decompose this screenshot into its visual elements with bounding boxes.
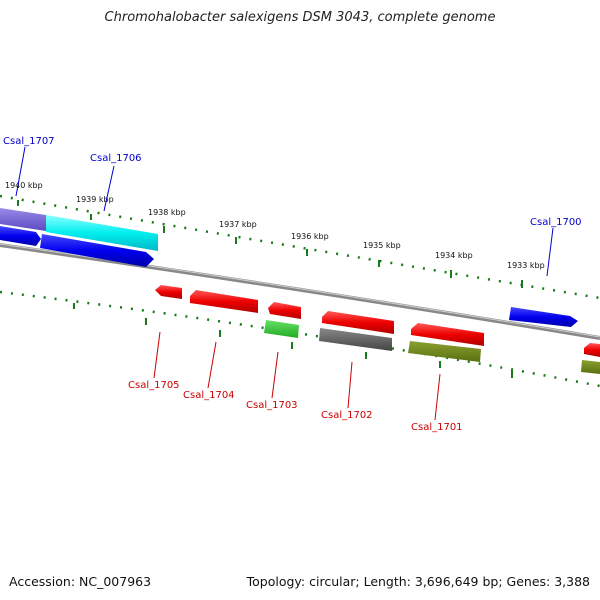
gene-arrow-right-red bbox=[584, 343, 600, 357]
gene-arrow-csal1702-gray bbox=[319, 328, 392, 351]
gene-label: Csal_1705 bbox=[128, 380, 180, 391]
genome-summary-text: Topology: circular; Length: 3,696,649 bp… bbox=[246, 574, 590, 589]
gene-label: Csal_1702 bbox=[321, 410, 373, 421]
scale-label: 1940 kbp bbox=[5, 181, 43, 190]
gene-label: Csal_1703 bbox=[246, 400, 298, 411]
scale-label: 1934 kbp bbox=[435, 251, 473, 260]
gene-arrow-csal1703-green bbox=[264, 320, 299, 338]
page-title: Chromohalobacter salexigens DSM 3043, co… bbox=[104, 10, 496, 25]
scale-label: 1938 kbp bbox=[148, 208, 186, 217]
gene-label: Csal_1701 bbox=[411, 422, 463, 433]
gene-arrow-csal1701-olive bbox=[408, 341, 481, 362]
gene-arrow-right-olive bbox=[581, 360, 600, 374]
gene-label: Csal_1706 bbox=[90, 153, 142, 164]
gene-arrow-csal1700 bbox=[509, 307, 578, 327]
gene-label: Csal_1700 bbox=[530, 217, 582, 228]
gene-arrow-csal1707 bbox=[0, 226, 41, 246]
minus-strand-track bbox=[0, 290, 600, 388]
scale-label: 1935 kbp bbox=[363, 241, 401, 250]
minus-track-ticks bbox=[73, 303, 513, 378]
gene-arrow-blue-long bbox=[40, 234, 154, 267]
gene-arrow-csal1703-red bbox=[268, 302, 301, 319]
gene-arrow-purple bbox=[0, 208, 46, 231]
leader-lines-minus bbox=[153, 331, 441, 421]
scale-label: 1937 kbp bbox=[219, 220, 257, 229]
gene-arrow-csal1705 bbox=[155, 285, 182, 299]
gene-arrow-csal1702-red bbox=[322, 311, 394, 334]
gene-label: Csal_1704 bbox=[183, 390, 235, 401]
plus-track-ticks bbox=[17, 200, 523, 288]
gene-arrow-csal1701-red bbox=[411, 323, 484, 346]
scale-label: 1939 kbp bbox=[76, 195, 114, 204]
scale-label: 1936 kbp bbox=[291, 232, 329, 241]
gene-arrow-csal1704 bbox=[190, 290, 258, 313]
genome-backbone-highlight bbox=[0, 243, 600, 338]
scale-label: 1933 kbp bbox=[507, 261, 545, 270]
leader-lines-plus bbox=[15, 146, 554, 277]
scale-labels: 1940 kbp 1939 kbp 1938 kbp 1937 kbp 1936… bbox=[5, 181, 545, 270]
genome-backbone bbox=[0, 243, 600, 340]
accession-text: Accession: NC_007963 bbox=[9, 574, 152, 589]
gene-arrow-csal1706 bbox=[46, 215, 158, 251]
gene-label: Csal_1707 bbox=[3, 136, 55, 147]
